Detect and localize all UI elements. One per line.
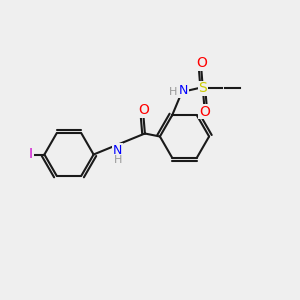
Text: O: O: [199, 105, 210, 118]
Text: N: N: [113, 144, 122, 157]
Text: N: N: [179, 84, 188, 97]
Text: S: S: [198, 81, 207, 95]
Text: H: H: [169, 87, 177, 97]
Text: I: I: [29, 148, 33, 161]
Text: O: O: [138, 103, 149, 117]
Text: O: O: [196, 56, 207, 70]
Text: H: H: [114, 154, 122, 165]
